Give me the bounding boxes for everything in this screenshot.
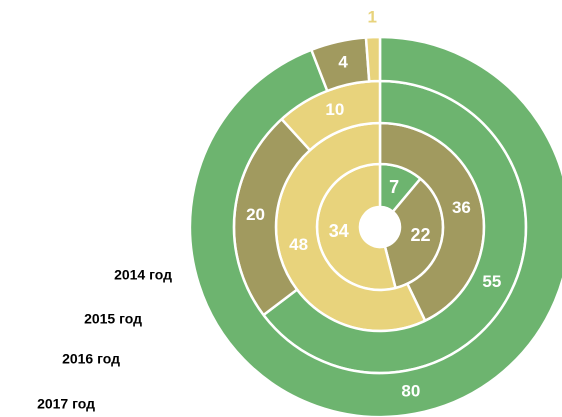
ring-segment	[188, 35, 562, 417]
value-label: 55	[482, 272, 501, 291]
value-label: 20	[246, 205, 265, 224]
ring-label: 2017 год	[37, 396, 95, 412]
value-label: 34	[329, 221, 349, 241]
ring-label: 2014 год	[114, 267, 172, 283]
value-label: 1	[368, 8, 377, 27]
value-label: 7	[389, 177, 399, 197]
value-label: 10	[325, 100, 344, 119]
value-label: 4	[338, 53, 348, 72]
value-label: 36	[452, 198, 471, 217]
ring-label: 2016 год	[62, 351, 120, 367]
ring-segment	[364, 35, 382, 83]
value-label: 48	[289, 235, 308, 254]
value-label: 80	[401, 382, 420, 401]
ring-label: 2015 год	[84, 311, 142, 327]
value-label: 22	[410, 225, 430, 245]
